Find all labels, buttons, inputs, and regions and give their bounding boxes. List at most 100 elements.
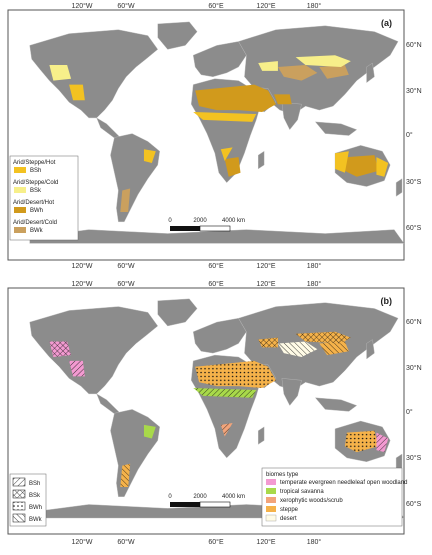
scalebar-a-black: [170, 226, 200, 231]
panel-b-bottom-lon-120w: 120°W: [71, 538, 92, 546]
legend-b-pattern-bsh: [12, 477, 26, 487]
panel-b-map: [29, 298, 405, 519]
panel-a-map: [29, 21, 405, 244]
scalebar-b-0: 0: [168, 494, 172, 500]
bwk-region-gobi: [319, 65, 349, 79]
panel-a-lat-60s: 60°S: [406, 224, 422, 232]
bsh-region-sahel: [193, 112, 257, 122]
bsk-b-mongolia: [295, 331, 351, 344]
bwh-region-sahara: [195, 84, 276, 113]
panel-b-lat-30s: 30°S: [406, 454, 422, 462]
panel-a-top-lon-60e: 60°E: [208, 2, 224, 10]
legend-a-group-2: Arid/Desert/Hot: [13, 200, 54, 206]
panel-a-lat-0: 0°: [406, 131, 413, 139]
bsk-b-greatplains: [49, 341, 72, 358]
panel-a-bottom-lon-60e: 60°E: [208, 262, 224, 270]
panel-b-top-lon-60e: 60°E: [208, 280, 224, 288]
legend-b-pattern-bwk: [12, 513, 26, 523]
bwh-b-australia: [344, 430, 379, 453]
panel-a-lat-60n: 60°N: [406, 41, 422, 49]
bsh-region-australia-west: [335, 151, 349, 173]
biome-label-4: desert: [280, 516, 297, 522]
scalebar-a-4000: 4000 km: [222, 218, 245, 224]
panel-b-bottom-lon-60e: 60°E: [208, 538, 224, 546]
panel-a-lat-30s: 30°S: [406, 178, 422, 186]
panel-a-legend: Arid/Steppe/Hot BSh Arid/Steppe/Cold BSk…: [9, 155, 79, 241]
legend-a-swatch-bsh: [14, 167, 26, 173]
scalebar-b-4000: 4000 km: [222, 494, 245, 500]
panel-b-biome-legend: biomes type temperate evergreen needlele…: [261, 467, 407, 527]
bsh-b-australia-east: [376, 432, 389, 453]
legend-a-code-3: BWk: [30, 228, 44, 234]
bsh-region-australia-east: [376, 157, 389, 177]
legend-b-code-0: BSh: [29, 481, 40, 487]
biome-label-1: tropical savanna: [280, 489, 324, 495]
panel-a-top-lon-180: 180°: [307, 2, 322, 10]
biome-label-3: steppe: [280, 507, 299, 513]
legend-a-code-2: BWh: [30, 208, 43, 214]
bsh-region-brazil: [143, 149, 156, 163]
bsk-b-kazakh: [258, 337, 278, 348]
bsh-b-sahel: [193, 388, 257, 398]
bwk-b-gobi: [319, 341, 349, 356]
panel-a-scalebar: 0 2000 4000 km: [168, 218, 245, 232]
panel-a-top-lon-120w: 120°W: [71, 2, 92, 10]
panel-a-lat-30n: 30°N: [406, 87, 422, 95]
scalebar-a-2000: 2000: [193, 218, 207, 224]
biome-label-0: temperate evergreen needleleaf open wood…: [280, 480, 407, 486]
panel-b-lat-60n: 60°N: [406, 318, 422, 326]
panel-b-bottom-lon-60w: 60°W: [117, 538, 135, 546]
bwk-b-patagonia: [120, 463, 131, 487]
biome-b-brazil-fill: [143, 424, 156, 439]
panel-b-label: (b): [381, 296, 393, 306]
panel-a-bottom-lon-120e: 120°E: [256, 262, 275, 270]
bsh-region-southafrica: [220, 147, 233, 162]
legend-a-swatch-bsk: [14, 187, 26, 193]
bwk-region-patagonia: [120, 188, 131, 212]
bwh-region-iran: [273, 94, 292, 105]
bsk-region-greatplains: [49, 65, 72, 81]
scalebar-b-black: [170, 502, 200, 507]
bsh-region-mexico: [69, 84, 85, 101]
bwk-b-centralasia: [277, 341, 318, 358]
panel-b-top-lon-120e: 120°E: [256, 280, 275, 288]
legend-b-code-2: BWh: [29, 505, 42, 511]
panel-a-label: (a): [381, 18, 392, 28]
legend-a-group-0: Arid/Steppe/Hot: [13, 160, 56, 166]
bwh-region-kalahari: [224, 157, 241, 177]
bsh-b-southafrica: [220, 422, 233, 437]
panel-b-biome-legend-box: [261, 467, 403, 527]
panel-b-pattern-legend: BSh BSk BWh BWk: [9, 473, 47, 527]
panel-a-top-lon-60w: 60°W: [117, 2, 135, 10]
biome-legend-title: biomes type: [266, 472, 299, 478]
legend-b-pattern-bwh: [12, 501, 26, 511]
panel-b-lat-60s: 60°S: [406, 500, 422, 508]
panel-a: (a) 120°W 60°W 60°E 120°E 180° 120°W 60°…: [7, 2, 422, 270]
panel-b-lat-30n: 30°N: [406, 364, 422, 372]
biome-swatch-desert: [265, 514, 277, 522]
legend-b-code-1: BSk: [29, 493, 41, 499]
scalebar-b-white: [199, 501, 231, 508]
panel-b-top-lon-120w: 120°W: [71, 280, 92, 288]
panel-b-top-lon-60w: 60°W: [117, 280, 135, 288]
legend-a-swatch-bwh: [14, 207, 26, 213]
legend-a-code-1: BSk: [30, 188, 42, 194]
panel-a-bottom-lon-120w: 120°W: [71, 262, 92, 270]
biome-label-2: xerophytic woods/scrub: [280, 498, 343, 504]
bwh-b-sahara: [195, 360, 276, 389]
bsh-b-mexico: [69, 360, 85, 377]
biome-swatch-savanna: [266, 488, 276, 494]
panel-b-bottom-lon-120e: 120°E: [256, 538, 275, 546]
biome-swatch-xerophytic: [266, 497, 276, 503]
legend-a-code-0: BSh: [30, 168, 41, 174]
panel-a-bottom-lon-180: 180°: [307, 262, 322, 270]
panel-b-top-lon-180: 180°: [307, 280, 322, 288]
biome-swatch-steppe: [266, 506, 276, 512]
bwh-region-australia: [344, 155, 379, 177]
legend-a-group-1: Arid/Steppe/Cold: [13, 180, 58, 186]
bwk-region-centralasia: [277, 65, 318, 81]
bsk-region-mongolia: [295, 55, 351, 67]
legend-a-swatch-bwk: [14, 227, 26, 233]
bsk-region-kazakh: [258, 61, 278, 71]
